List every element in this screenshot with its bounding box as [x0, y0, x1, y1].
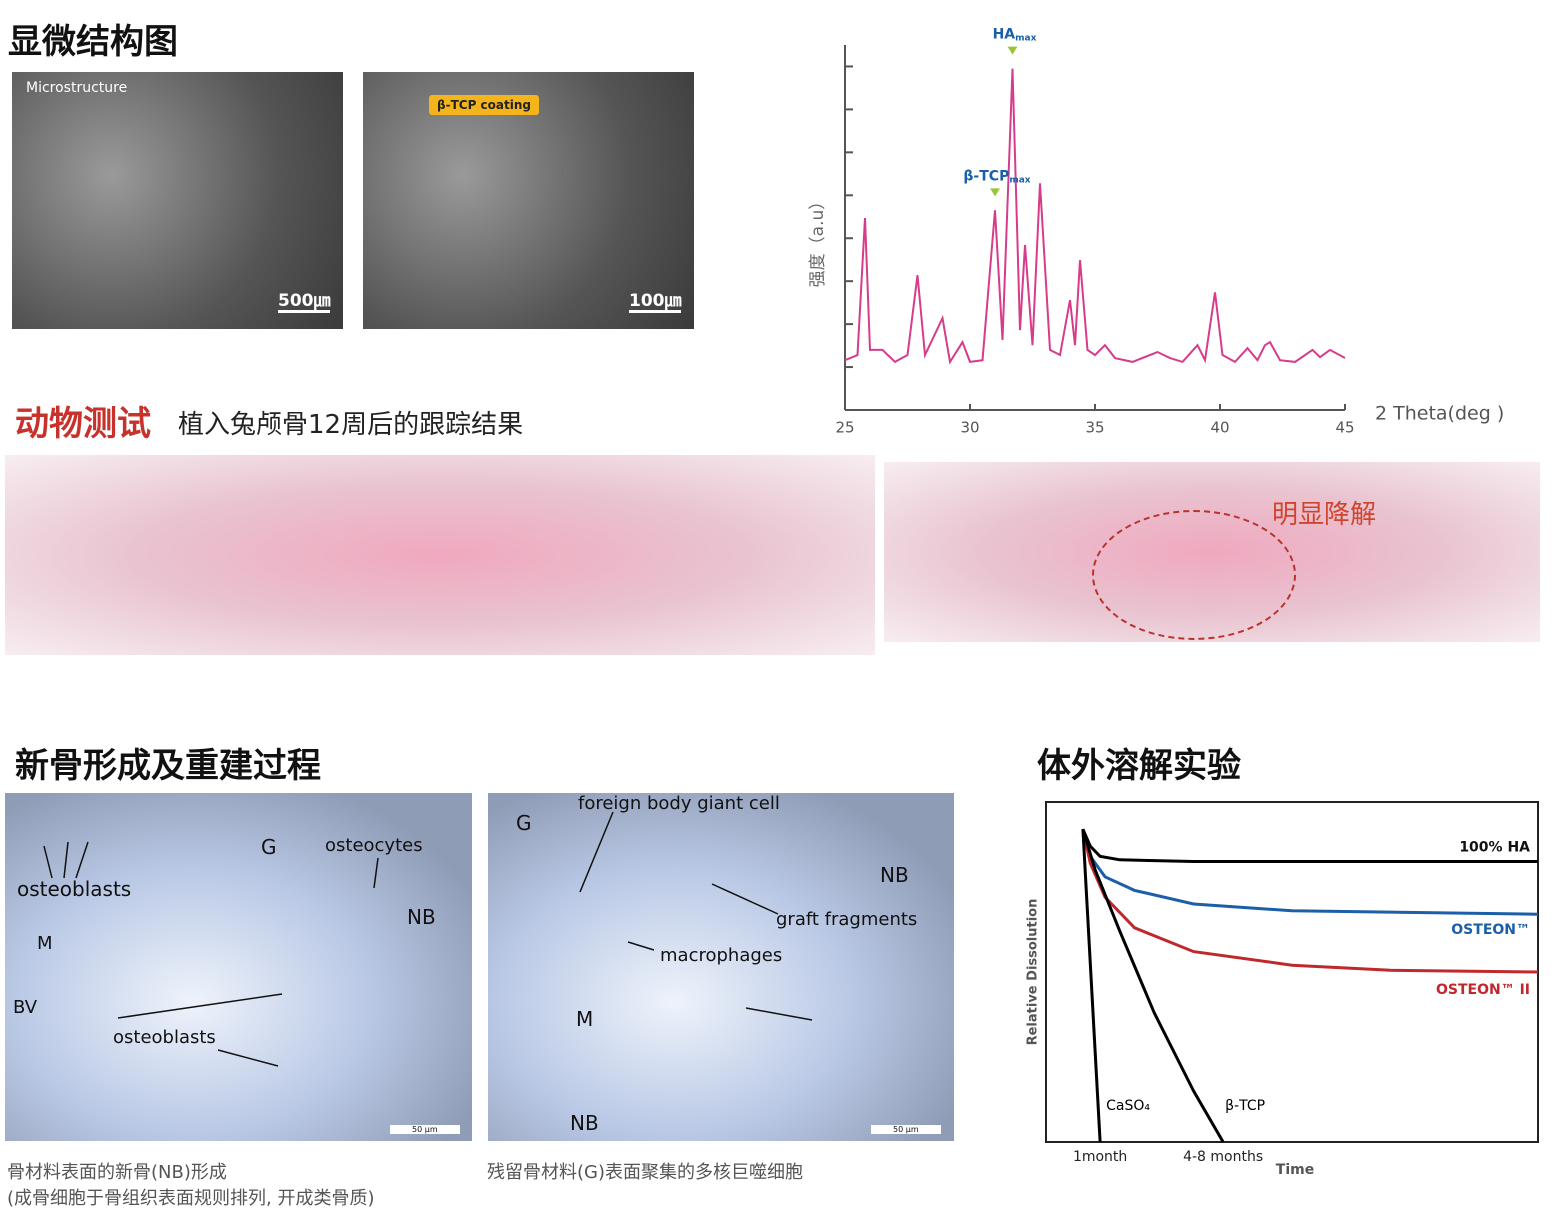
x-tick-label: 25: [835, 419, 854, 437]
scale-label: 50 µm: [390, 1125, 460, 1134]
annotation: β-TCPmax: [963, 168, 1030, 185]
scale-label: 500㎛: [278, 291, 331, 311]
x-axis-label: Time: [1276, 1162, 1314, 1178]
series-label: β-TCP: [1225, 1098, 1265, 1114]
x-tick-label: 45: [1335, 419, 1354, 437]
image-label: osteoblasts: [113, 1027, 216, 1048]
highlight-ellipse: [1092, 510, 1296, 640]
image-label: osteocytes: [325, 835, 423, 856]
annotation: 明显降解: [1272, 500, 1377, 530]
annotation-text: HA: [993, 27, 1016, 43]
micrograph: osteoblasts G osteocytes M NB BV osteobl…: [5, 793, 472, 1141]
image-label: M: [37, 933, 53, 954]
x-axis-label: 2 Theta(deg ): [1375, 403, 1504, 425]
image-label: foreign body giant cell: [578, 793, 780, 814]
scale-label: 50 µm: [871, 1125, 941, 1134]
series-label: CaSO₄: [1106, 1098, 1150, 1114]
peak-marker: [1007, 46, 1018, 55]
micrograph: foreign body giant cell G NB graft fragm…: [488, 793, 954, 1141]
image-label: osteoblasts: [17, 877, 132, 901]
x-tick-label: 1month: [1073, 1149, 1127, 1165]
dissolution-line: [1081, 828, 1538, 863]
annotation-text: β-TCP: [963, 168, 1009, 184]
dissolution-line: [1081, 828, 1225, 1143]
dissolution-line: [1081, 829, 1102, 1143]
image-label: NB: [570, 1111, 599, 1135]
histology-image: 明显降解: [884, 462, 1540, 642]
image-label: G: [516, 811, 532, 835]
caption: 骨材料表面的新骨(NB)形成: [7, 1162, 227, 1183]
section-title: 动物测试: [15, 404, 151, 444]
peak-marker: [990, 188, 1000, 197]
caption: (成骨细胞于骨组织表面规则排列, 开成类骨质): [7, 1188, 375, 1209]
image-label: graft fragments: [776, 909, 918, 930]
section-title: 新骨形成及重建过程: [15, 746, 321, 786]
xrd-line: [844, 68, 1346, 365]
sem-image: β-TCP coating 100㎛: [363, 72, 694, 329]
image-label: G: [261, 835, 277, 859]
section-title: 显微结构图: [8, 22, 178, 62]
x-tick-label: 40: [1210, 419, 1229, 437]
badge: β-TCP coating: [429, 95, 539, 115]
sem-image: Microstructure 500㎛: [12, 72, 343, 329]
image-label: NB: [880, 863, 909, 887]
subtitle: 植入兔颅骨12周后的跟踪结果: [178, 410, 524, 440]
y-axis-label: 强度（a.u）: [808, 193, 828, 288]
scale-bar: [629, 310, 681, 313]
x-tick-label: 4-8 months: [1183, 1149, 1263, 1165]
annotation-sub: max: [1015, 33, 1036, 43]
x-tick-label: 35: [1085, 419, 1104, 437]
histology-image: [5, 455, 875, 655]
image-label: M: [576, 1007, 594, 1031]
dissolution-line: [1081, 828, 1539, 916]
x-tick-label: 30: [960, 419, 979, 437]
scale-label: 100㎛: [629, 291, 682, 311]
image-label: Microstructure: [26, 80, 128, 96]
plot-frame: [1045, 801, 1539, 1143]
dissolution-line: [1081, 828, 1539, 974]
series-label: OSTEON™ II: [1436, 982, 1530, 998]
image-label: NB: [407, 905, 436, 929]
y-axis-label: Relative Dissolution: [1026, 899, 1041, 1046]
annotation: HAmax: [993, 27, 1037, 44]
caption: 残留骨材料(G)表面聚集的多核巨噬细胞: [487, 1162, 803, 1183]
series-label: OSTEON™: [1451, 922, 1530, 938]
image-label: macrophages: [660, 945, 783, 966]
series-label: 100% HA: [1459, 840, 1530, 856]
image-label: BV: [13, 997, 38, 1018]
section-title: 体外溶解实验: [1037, 746, 1241, 786]
annotation-sub: max: [1009, 175, 1030, 185]
scale-bar: [278, 310, 330, 313]
